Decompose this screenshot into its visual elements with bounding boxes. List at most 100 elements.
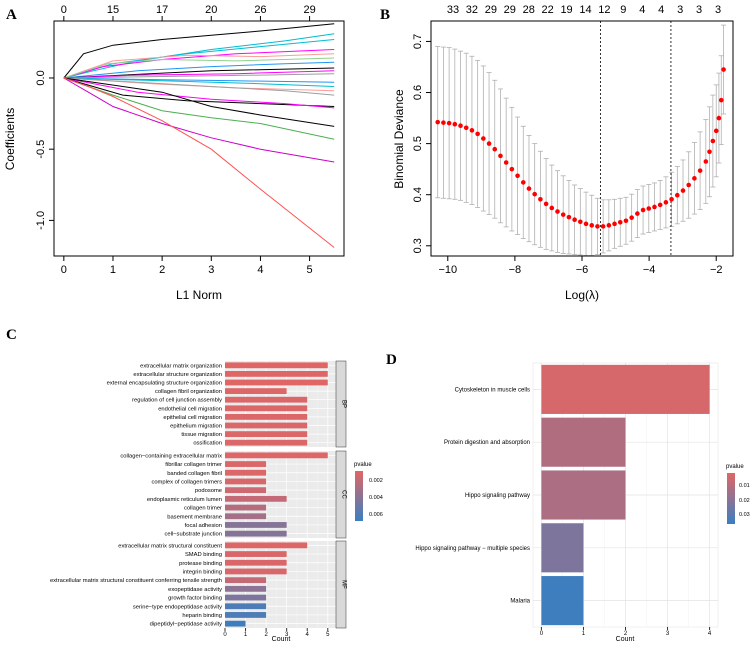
category-label: serine−type endopeptidase activity <box>133 604 222 610</box>
category-label: collagen trimer <box>184 506 222 512</box>
y-tick-label: 0.7 <box>412 34 424 49</box>
coefficient-paths <box>63 23 335 248</box>
category-label: epithelium migration <box>170 424 222 430</box>
category-label: Cytoskeleton in muscle cells <box>455 387 530 393</box>
coefficient-path-line <box>63 77 335 140</box>
deviance-point <box>486 141 492 146</box>
deviance-point <box>713 128 719 134</box>
coefficient-path-line <box>63 77 335 107</box>
category-label: integrin binding <box>183 569 222 575</box>
deviance-point <box>538 196 543 202</box>
bar <box>225 504 267 511</box>
deviance-point <box>498 153 503 159</box>
legend-label: 0.006 <box>369 512 383 518</box>
coefficient-path-line <box>63 61 335 79</box>
top-tick-label: 32 <box>466 4 478 16</box>
deviance-point <box>560 212 566 217</box>
bar <box>225 559 287 566</box>
bar <box>541 417 626 467</box>
x-tick-label: −8 <box>509 264 522 276</box>
legend-label: 0.002 <box>369 478 383 484</box>
deviance-point <box>703 159 709 164</box>
bar <box>225 495 287 502</box>
top-tick-label: 14 <box>579 4 591 16</box>
deviance-point <box>532 191 537 197</box>
facet-strip <box>335 360 347 448</box>
y-tick-label: -0.5 <box>35 140 47 159</box>
category-label: epithelial cell migration <box>163 415 222 421</box>
deviance-point <box>526 186 532 191</box>
x-tick-label: 2 <box>624 631 628 637</box>
deviance-point <box>710 138 716 144</box>
top-tick-label: 29 <box>504 4 516 16</box>
top-tick-label: 26 <box>254 4 266 16</box>
category-label: fibrillar collagen trimer <box>165 462 222 468</box>
pvalue-legend: pvalue 0.002 0.004 0.006 <box>354 462 383 521</box>
x-axis-label: L1 Norm <box>176 288 222 302</box>
plot-frame <box>53 20 345 257</box>
deviance-point <box>446 120 452 126</box>
x-tick-label: −2 <box>710 264 723 276</box>
legend-colorbar <box>727 473 735 524</box>
facet-strip-label: MF <box>341 580 347 589</box>
deviance-point <box>716 115 722 121</box>
x-tick-label: 1 <box>244 632 248 638</box>
x-tick-label: 2 <box>264 632 268 638</box>
legend-label: 0.004 <box>369 495 383 501</box>
category-label: dipeptidyl−peptidase activity <box>150 622 222 628</box>
deviance-point <box>707 149 712 155</box>
x-tick-label: 1 <box>582 631 586 637</box>
deviance-point <box>566 214 572 220</box>
top-tick-label: 12 <box>598 4 610 16</box>
bar <box>225 461 267 467</box>
bar <box>225 620 246 627</box>
category-label: podosome <box>195 488 222 494</box>
x-tick-label: −4 <box>643 264 656 276</box>
category-label: focal adhesion <box>185 523 222 529</box>
deviance-point <box>595 224 600 229</box>
deviance-point <box>543 201 549 207</box>
coefficient-path-line <box>63 77 335 96</box>
x-tick-label: 3 <box>285 632 289 638</box>
category-label: SMAD binding <box>185 552 222 558</box>
category-label: extracellular matrix structural constitu… <box>50 578 222 584</box>
coefficient-path-line <box>63 53 335 79</box>
bar <box>225 522 287 528</box>
y-tick-label: 0.5 <box>412 136 424 151</box>
x-tick-label: 4 <box>708 631 712 637</box>
coefficient-path-line <box>63 73 335 79</box>
category-label: Hippo signaling pathway − multiple speci… <box>415 546 530 552</box>
x-tick-label: 0 <box>540 631 544 637</box>
top-tick-label: 4 <box>639 4 645 16</box>
category-label: heparin binding <box>182 613 222 619</box>
panel-label-c: C <box>6 327 17 343</box>
legend-title: pvalue <box>354 462 372 468</box>
bar <box>225 603 267 610</box>
y-tick-label: 0.6 <box>412 85 424 100</box>
deviance-point <box>578 219 583 225</box>
bar <box>225 577 267 584</box>
bar <box>225 478 267 485</box>
x-tick-label: 0 <box>61 264 67 276</box>
category-label: Protein digestion and absorption <box>444 440 530 446</box>
top-tick-label: 3 <box>696 4 702 16</box>
coefficient-path-line <box>63 23 335 79</box>
bar <box>225 585 267 592</box>
deviance-point <box>669 196 674 202</box>
bar <box>225 612 267 618</box>
bar <box>541 576 584 626</box>
deviance-point <box>503 160 509 165</box>
bar <box>225 422 308 429</box>
bar <box>541 364 710 414</box>
bar <box>225 379 328 386</box>
bar <box>225 594 267 601</box>
facet-strip-label: BP <box>341 400 347 408</box>
x-tick-label: −6 <box>576 264 589 276</box>
top-tick-label: 28 <box>523 4 535 16</box>
panel-label-b: B <box>380 7 390 23</box>
y-tick-label: -1.0 <box>35 211 47 230</box>
category-label: cell−substrate junction <box>164 532 222 538</box>
category-label: ossification <box>193 441 222 447</box>
category-label: basement membrane <box>167 514 222 520</box>
category-label: exopeptidase activity <box>168 587 222 593</box>
